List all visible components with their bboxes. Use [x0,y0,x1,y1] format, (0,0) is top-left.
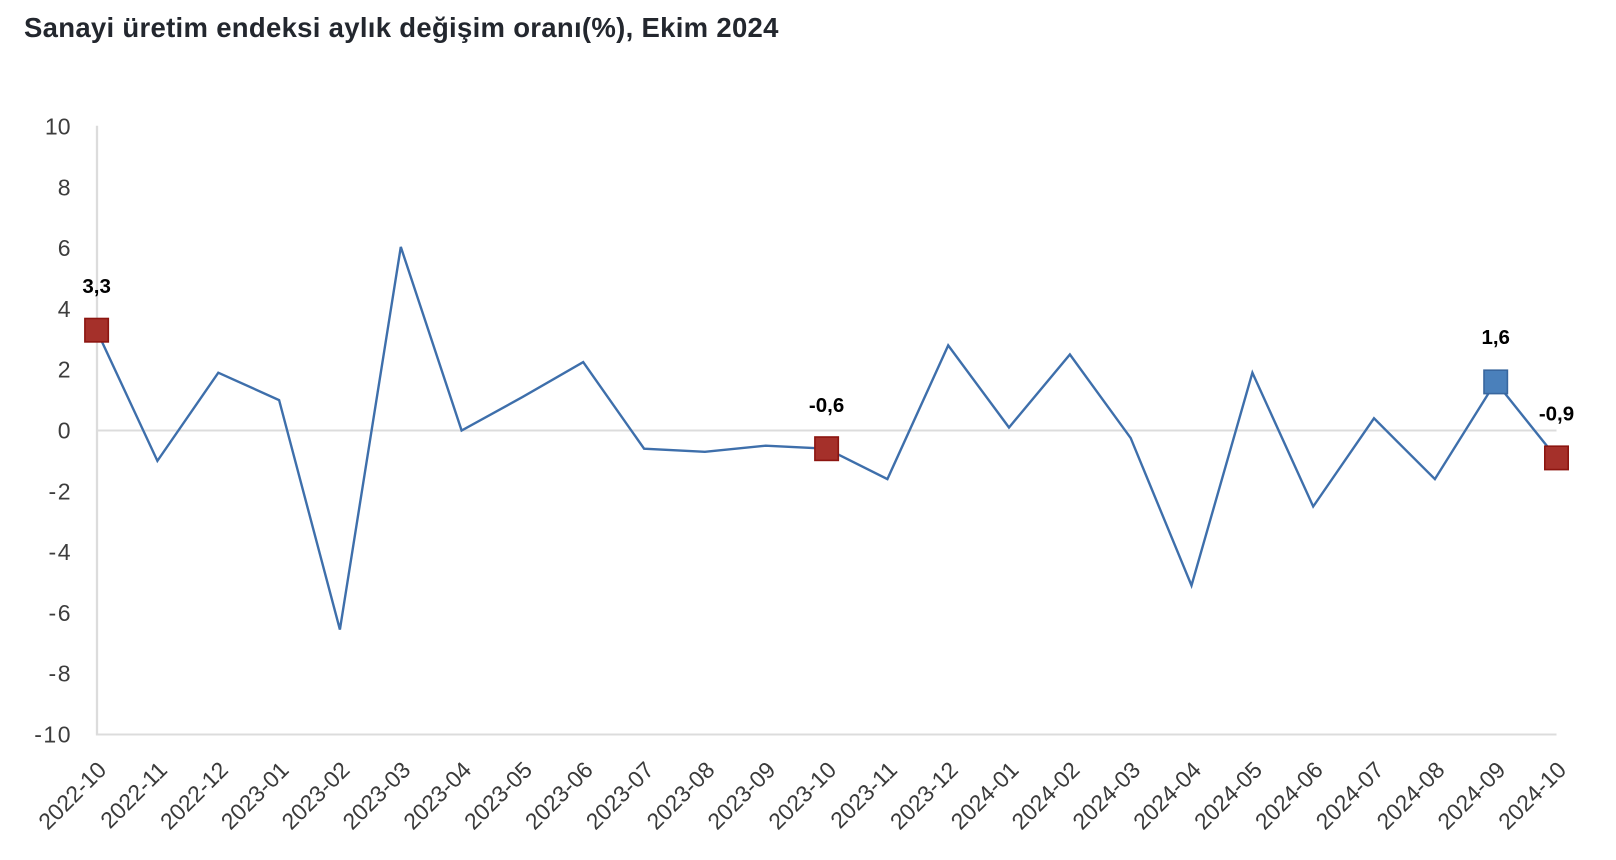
svg-text:-2: -2 [49,478,72,504]
svg-text:2: 2 [58,357,71,383]
svg-text:0: 0 [58,418,71,444]
svg-text:2024-10: 2024-10 [1493,756,1571,834]
svg-text:2023-10: 2023-10 [763,756,841,834]
svg-text:10: 10 [45,114,71,140]
svg-text:6: 6 [58,235,71,261]
svg-text:2022-10: 2022-10 [33,756,111,834]
svg-text:4: 4 [58,296,71,322]
svg-text:-6: -6 [49,600,72,626]
svg-text:8: 8 [58,174,71,200]
svg-text:-0,9: -0,9 [1539,403,1574,426]
svg-text:3,3: 3,3 [82,275,111,298]
svg-text:-0,6: -0,6 [809,394,844,417]
svg-text:1,6: 1,6 [1481,326,1510,349]
svg-text:-8: -8 [49,661,72,687]
svg-text:-4: -4 [49,539,72,565]
svg-text:-10: -10 [34,722,72,748]
